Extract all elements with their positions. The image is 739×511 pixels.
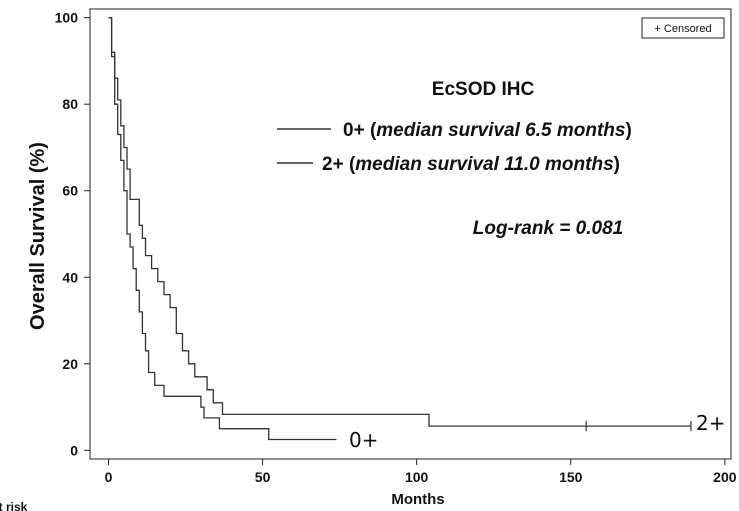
censored-legend-box: + Censored: [641, 17, 725, 39]
end-label-1: 2+: [696, 411, 725, 435]
plot-frame: [89, 8, 732, 460]
end-label-0: 0+: [349, 428, 378, 452]
y-tick-label: 0: [70, 442, 78, 458]
legend-entry-1-prefix: 2+ (: [322, 154, 356, 175]
y-tick-label: 20: [62, 356, 78, 372]
y-tick-label: 60: [62, 183, 78, 199]
legend-entry-0: 0+ (median survival 6.5 months): [343, 120, 632, 141]
x-axis: 0 50 100 150 200: [105, 459, 737, 485]
x-axis-title: Months: [391, 491, 444, 508]
y-tick-label: 100: [55, 10, 79, 26]
risk-table-label: at risk: [0, 500, 28, 511]
x-tick-label: 0: [105, 469, 113, 485]
log-rank-annotation: Log-rank = 0.081: [473, 218, 623, 239]
y-axis: 0 20 40 60 80 100: [55, 10, 90, 458]
legend: EcSOD IHC 0+ (median survival 6.5 months…: [277, 79, 632, 175]
x-tick-label: 100: [405, 469, 429, 485]
legend-entry-1-suffix: ): [614, 154, 620, 175]
legend-entry-1: 2+ (median survival 11.0 months): [322, 154, 620, 175]
series-1-curve: [108, 17, 691, 427]
legend-entry-1-italic: median survival 11.0 months: [355, 154, 613, 175]
legend-entry-0-suffix: ): [625, 120, 631, 141]
legend-title: EcSOD IHC: [432, 79, 535, 100]
x-tick-label: 150: [559, 469, 583, 485]
x-tick-label: 50: [255, 469, 271, 485]
y-tick-label: 80: [62, 96, 78, 112]
legend-entry-0-italic: median survival 6.5 months: [376, 120, 625, 141]
censored-legend-frame: [641, 17, 725, 39]
censored-legend-label: + Censored: [654, 23, 711, 35]
series-layer: [108, 17, 692, 441]
legend-entry-0-prefix: 0+ (: [343, 120, 377, 141]
y-axis-title: Overall Survival (%): [27, 142, 49, 330]
y-tick-label: 40: [62, 269, 78, 285]
series-0-curve: [108, 17, 337, 441]
x-tick-label: 200: [713, 469, 737, 485]
